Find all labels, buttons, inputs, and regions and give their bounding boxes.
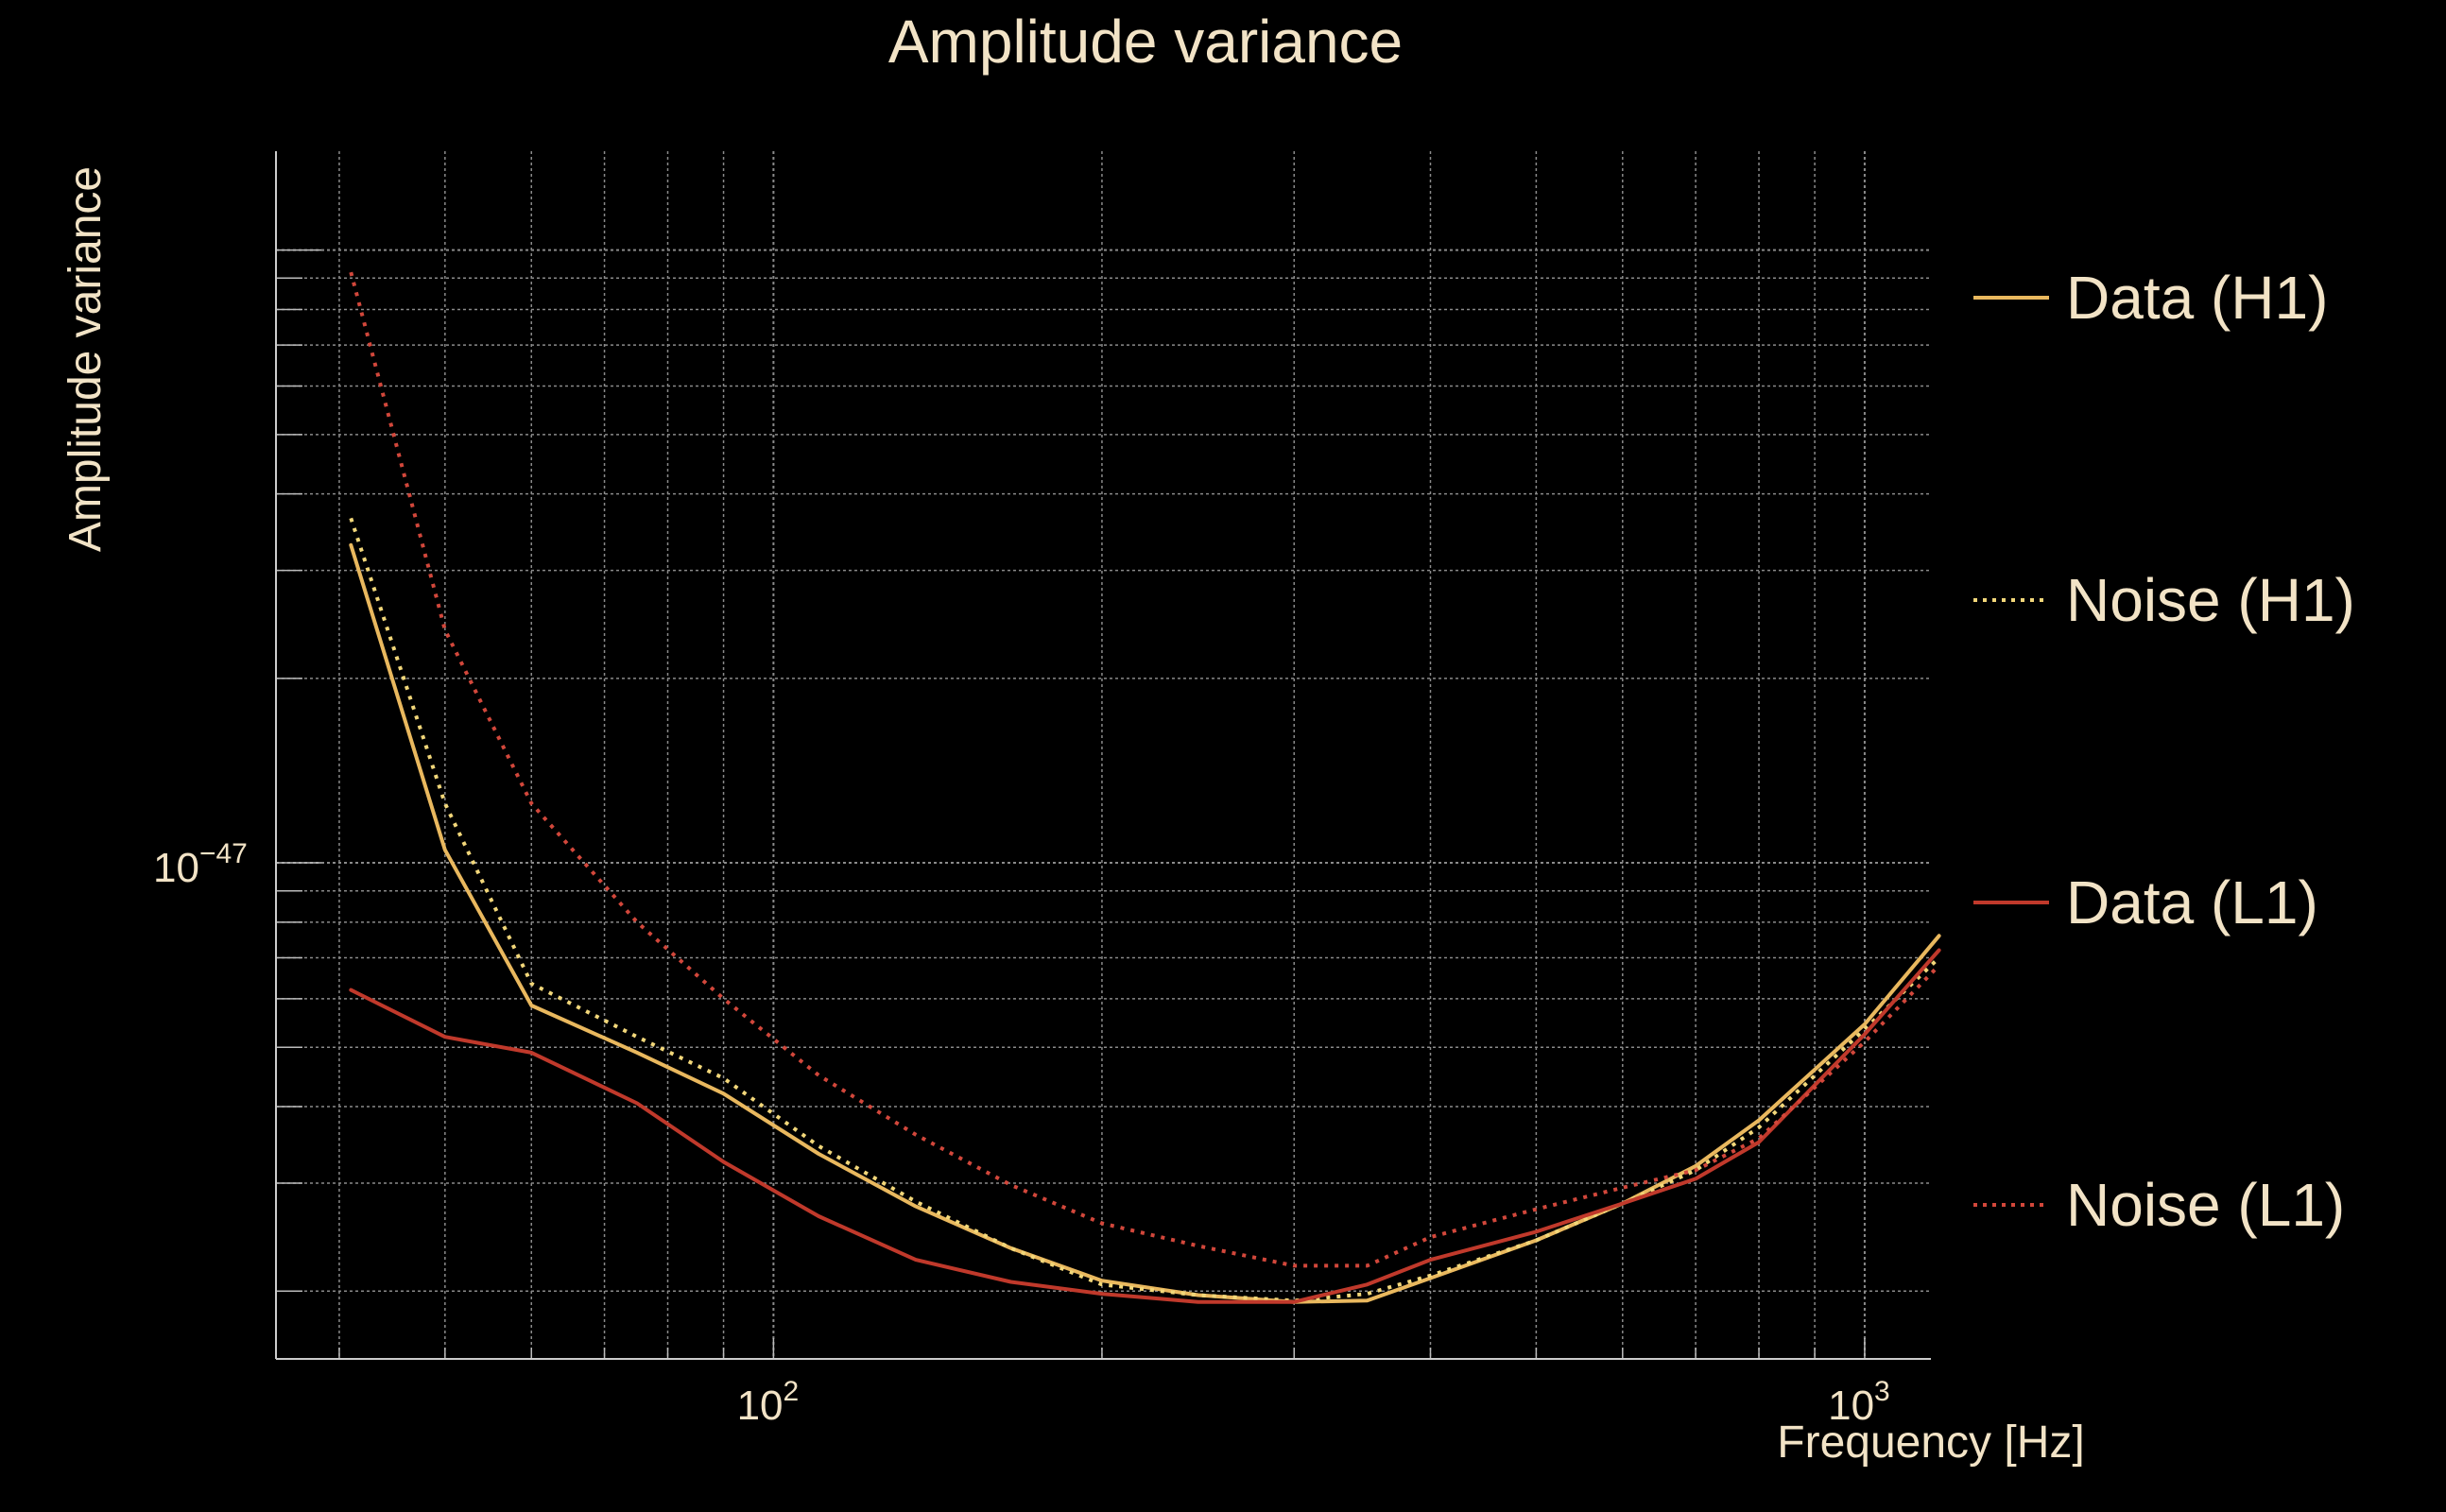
tick-labels: 102 103 10−47 xyxy=(153,838,1890,1429)
legend-label: Noise (H1) xyxy=(2066,566,2355,634)
x-tick-label: 102 xyxy=(737,1376,800,1429)
series-lines xyxy=(349,271,1941,1304)
series-line-data-l1 xyxy=(349,948,1941,1304)
legend-label: Data (L1) xyxy=(2066,868,2318,936)
legend-label: Data (H1) xyxy=(2066,264,2328,332)
series-line-noise-l1 xyxy=(349,271,1941,1268)
legend: Data (H1) Noise (H1) Data (L1) Noise (L1) xyxy=(1973,264,2355,1239)
y-axis-label: Amplitude variance xyxy=(60,166,111,552)
grid xyxy=(276,151,1931,1359)
y-tick-label: 10−47 xyxy=(153,838,248,891)
axes xyxy=(275,151,1931,1360)
x-axis-label: Frequency [Hz] xyxy=(1777,1418,2084,1468)
x-tick-label: 103 xyxy=(1828,1376,1890,1429)
chart-title: Amplitude variance xyxy=(888,8,1403,76)
legend-label: Noise (L1) xyxy=(2066,1171,2345,1239)
series-line-data-h1 xyxy=(349,542,1941,1304)
